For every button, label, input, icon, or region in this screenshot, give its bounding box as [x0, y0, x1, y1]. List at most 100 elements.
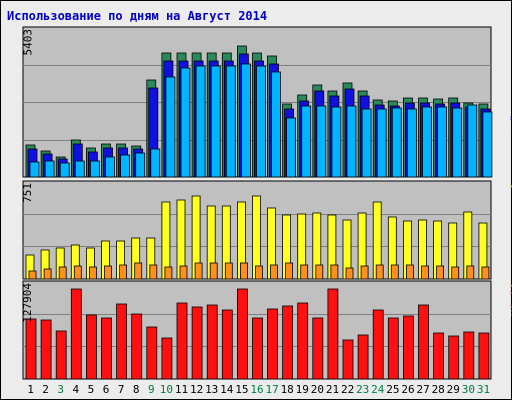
bar-сайтов-21 — [330, 264, 339, 280]
bar-сайтов-5 — [89, 266, 97, 280]
bar-Кбайт-22 — [342, 339, 354, 380]
bar-страниц-23 — [361, 108, 372, 178]
bar-Кбайт-8 — [131, 313, 143, 380]
day-label-11: 11 — [175, 383, 188, 396]
bar-сайтов-23 — [360, 265, 369, 280]
bar-страниц-16 — [256, 65, 266, 178]
bar-Кбайт-1 — [25, 318, 37, 380]
bar-сайтов-17 — [270, 264, 278, 280]
page-title: Использование по дням на Август 2014 — [7, 9, 268, 23]
bar-сайтов-24 — [375, 264, 384, 280]
ymax-label-top: 5403 — [21, 29, 34, 56]
bar-сайтов-4 — [73, 265, 82, 280]
legend-middle: сайтов / посещений — [493, 183, 512, 302]
bar-Кбайт-29 — [448, 335, 460, 380]
bar-сайтов-27 — [421, 265, 429, 280]
day-label-23: 23 — [356, 383, 369, 396]
bar-Кбайт-4 — [70, 288, 82, 380]
bar-сайтов-6 — [104, 265, 112, 280]
day-label-19: 19 — [296, 383, 309, 396]
bar-Кбайт-15 — [236, 288, 248, 380]
bar-Кбайт-25 — [387, 317, 399, 380]
day-label-18: 18 — [281, 383, 294, 396]
bar-сайтов-28 — [436, 265, 445, 280]
bar-страниц-31 — [482, 111, 493, 178]
day-label-6: 6 — [103, 383, 110, 396]
bar-Кбайт-14 — [221, 309, 233, 380]
day-label-24: 24 — [371, 383, 385, 396]
legend-bottom: Кбайт — [493, 283, 512, 316]
bar-сайтов-30 — [466, 265, 475, 280]
bar-Кбайт-9 — [146, 326, 158, 380]
bar-страниц-18 — [286, 117, 297, 178]
day-label-14: 14 — [220, 383, 234, 396]
bar-Кбайт-3 — [55, 330, 67, 380]
day-label-28: 28 — [432, 383, 445, 396]
bar-сайтов-11 — [179, 265, 188, 280]
day-label-17: 17 — [265, 383, 278, 396]
bar-Кбайт-28 — [433, 332, 445, 380]
bar-Кбайт-18 — [282, 305, 294, 380]
bar-Кбайт-23 — [357, 334, 369, 380]
bar-Кбайт-7 — [116, 303, 127, 380]
bar-сайтов-2 — [43, 268, 52, 280]
bar-Кбайт-26 — [402, 315, 414, 380]
bar-Кбайт-6 — [101, 317, 112, 380]
bar-страниц-26 — [406, 108, 417, 178]
bar-Кбайт-21 — [327, 288, 339, 380]
bar-Кбайт-31 — [478, 332, 490, 380]
bar-сайтов-1 — [28, 270, 37, 280]
bar-страниц-7 — [120, 154, 130, 178]
bar-сайтов-12 — [194, 262, 203, 280]
day-label-2: 2 — [42, 383, 49, 396]
day-label-26: 26 — [401, 383, 414, 396]
bar-Кбайт-24 — [372, 309, 384, 380]
bar-страниц-30 — [467, 104, 478, 178]
day-label-3: 3 — [57, 383, 64, 396]
bar-Кбайт-11 — [176, 302, 188, 380]
bar-страниц-6 — [105, 156, 115, 178]
day-label-25: 25 — [386, 383, 399, 396]
bar-страниц-27 — [422, 106, 432, 178]
bar-Кбайт-17 — [267, 308, 278, 380]
bar-страниц-24 — [376, 108, 387, 178]
bar-сайтов-9 — [149, 264, 158, 280]
bar-Кбайт-20 — [312, 317, 324, 380]
day-label-13: 13 — [205, 383, 218, 396]
bar-страниц-22 — [346, 105, 357, 178]
bar-Кбайт-27 — [418, 304, 429, 380]
ymax-label-middle: 751 — [21, 183, 34, 203]
day-label-9: 9 — [148, 383, 155, 396]
bar-страниц-1 — [29, 161, 40, 178]
bar-страниц-3 — [59, 162, 70, 178]
bar-сайтов-26 — [405, 264, 414, 280]
bar-страниц-4 — [74, 160, 85, 178]
day-label-4: 4 — [72, 383, 79, 396]
bar-страниц-14 — [225, 65, 236, 178]
bar-страниц-10 — [165, 76, 176, 178]
bar-страниц-5 — [90, 160, 100, 178]
day-label-10: 10 — [160, 383, 173, 396]
bar-страниц-2 — [44, 160, 55, 178]
bar-страниц-8 — [135, 152, 146, 178]
bar-Кбайт-12 — [191, 306, 203, 380]
day-label-30: 30 — [462, 383, 475, 396]
bar-сайтов-10 — [164, 266, 173, 280]
day-label-20: 20 — [311, 383, 324, 396]
bar-страниц-13 — [210, 65, 221, 178]
bar-Кбайт-13 — [206, 304, 218, 380]
bar-страниц-21 — [331, 106, 342, 178]
day-label-29: 29 — [447, 383, 460, 396]
day-label-12: 12 — [190, 383, 203, 396]
bar-страниц-11 — [180, 67, 191, 178]
bar-Кбайт-5 — [86, 314, 97, 380]
bar-страниц-17 — [271, 71, 281, 178]
bar-Кбайт-10 — [161, 337, 173, 380]
bar-сайтов-18 — [285, 262, 294, 280]
bar-сайтов-22 — [345, 267, 354, 280]
day-label-5: 5 — [88, 383, 95, 396]
bar-страниц-20 — [316, 105, 327, 178]
bar-страниц-25 — [391, 107, 402, 178]
ymax-label-bottom: 127904 — [21, 283, 34, 323]
